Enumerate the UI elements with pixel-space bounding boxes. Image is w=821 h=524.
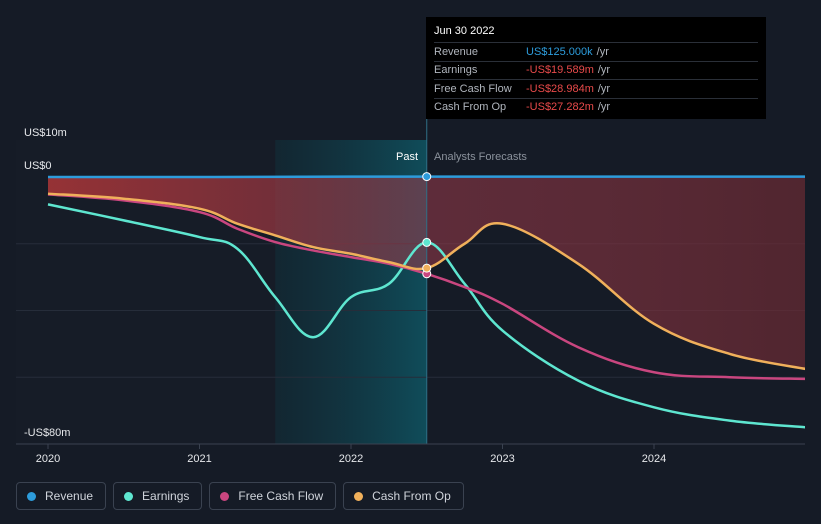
- tooltip-row-cash-from-op: Cash From Op -US$27.282m /yr: [434, 97, 758, 117]
- legend-item-cash-from-op[interactable]: Cash From Op: [343, 482, 464, 510]
- tooltip-row-revenue: Revenue US$125.000k /yr: [434, 42, 758, 61]
- x-axis-labels: 2020 2021 2022 2023 2024: [36, 444, 666, 465]
- y-axis-labels: US$10m US$0 -US$80m: [24, 127, 70, 439]
- tooltip-value: -US$27.282m: [526, 101, 594, 114]
- series-line-free-cash-flow: [47, 193, 805, 381]
- marker-revenue: [422, 172, 432, 182]
- legend-dot-icon: [354, 491, 364, 501]
- tooltip-row-free-cash-flow: Free Cash Flow -US$28.984m /yr: [434, 79, 758, 98]
- legend-label: Free Cash Flow: [238, 489, 324, 503]
- legend-label: Cash From Op: [372, 489, 451, 503]
- legend-item-earnings[interactable]: Earnings: [113, 482, 203, 510]
- series-line-earnings: [47, 203, 805, 429]
- marker-cash-from-op: [422, 263, 432, 273]
- legend: Revenue Earnings Free Cash Flow Cash Fro…: [16, 482, 464, 510]
- tooltip-label: Revenue: [434, 45, 479, 58]
- tooltip-value: US$125.000k: [526, 45, 593, 58]
- legend-dot-icon: [124, 491, 134, 501]
- tooltip-value: -US$19.589m: [526, 64, 594, 77]
- y-tick-label: -US$80m: [24, 427, 70, 439]
- x-tick-label: 2024: [642, 453, 666, 465]
- tooltip-row-earnings: Earnings -US$19.589m /yr: [434, 60, 758, 80]
- y-tick-label: US$10m: [24, 127, 67, 139]
- tooltip-value: -US$28.984m: [526, 82, 594, 95]
- tooltip-unit: /yr: [596, 45, 609, 58]
- x-tick-label: 2021: [187, 453, 211, 465]
- tooltip-label: Free Cash Flow: [434, 82, 512, 95]
- marker-earnings: [422, 237, 432, 247]
- x-tick-label: 2022: [339, 453, 363, 465]
- tooltip-unit: /yr: [597, 101, 611, 114]
- past-label: Past: [396, 151, 418, 163]
- legend-dot-icon: [220, 491, 230, 501]
- legend-label: Revenue: [45, 489, 94, 503]
- series-line-cash-from-op: [47, 192, 805, 371]
- tooltip-label: Cash From Op: [434, 101, 507, 114]
- hover-markers: [422, 172, 432, 279]
- negative-area-fill: [48, 177, 805, 369]
- legend-dot-icon: [27, 491, 36, 501]
- x-tick-label: 2020: [36, 453, 60, 465]
- tooltip-date: Jun 30 2022: [434, 25, 495, 37]
- hover-tooltip: Jun 30 2022 Revenue US$125.000k /yr Earn…: [426, 17, 766, 119]
- tooltip-unit: /yr: [597, 64, 611, 77]
- y-tick-label: US$0: [24, 160, 52, 172]
- legend-item-free-cash-flow[interactable]: Free Cash Flow: [209, 482, 337, 510]
- tooltip-label: Earnings: [434, 64, 478, 77]
- legend-item-revenue[interactable]: Revenue: [16, 482, 107, 510]
- tooltip-unit: /yr: [597, 82, 611, 95]
- legend-label: Earnings: [142, 489, 190, 503]
- x-tick-label: 2023: [490, 453, 514, 465]
- forecast-label: Analysts Forecasts: [434, 151, 527, 163]
